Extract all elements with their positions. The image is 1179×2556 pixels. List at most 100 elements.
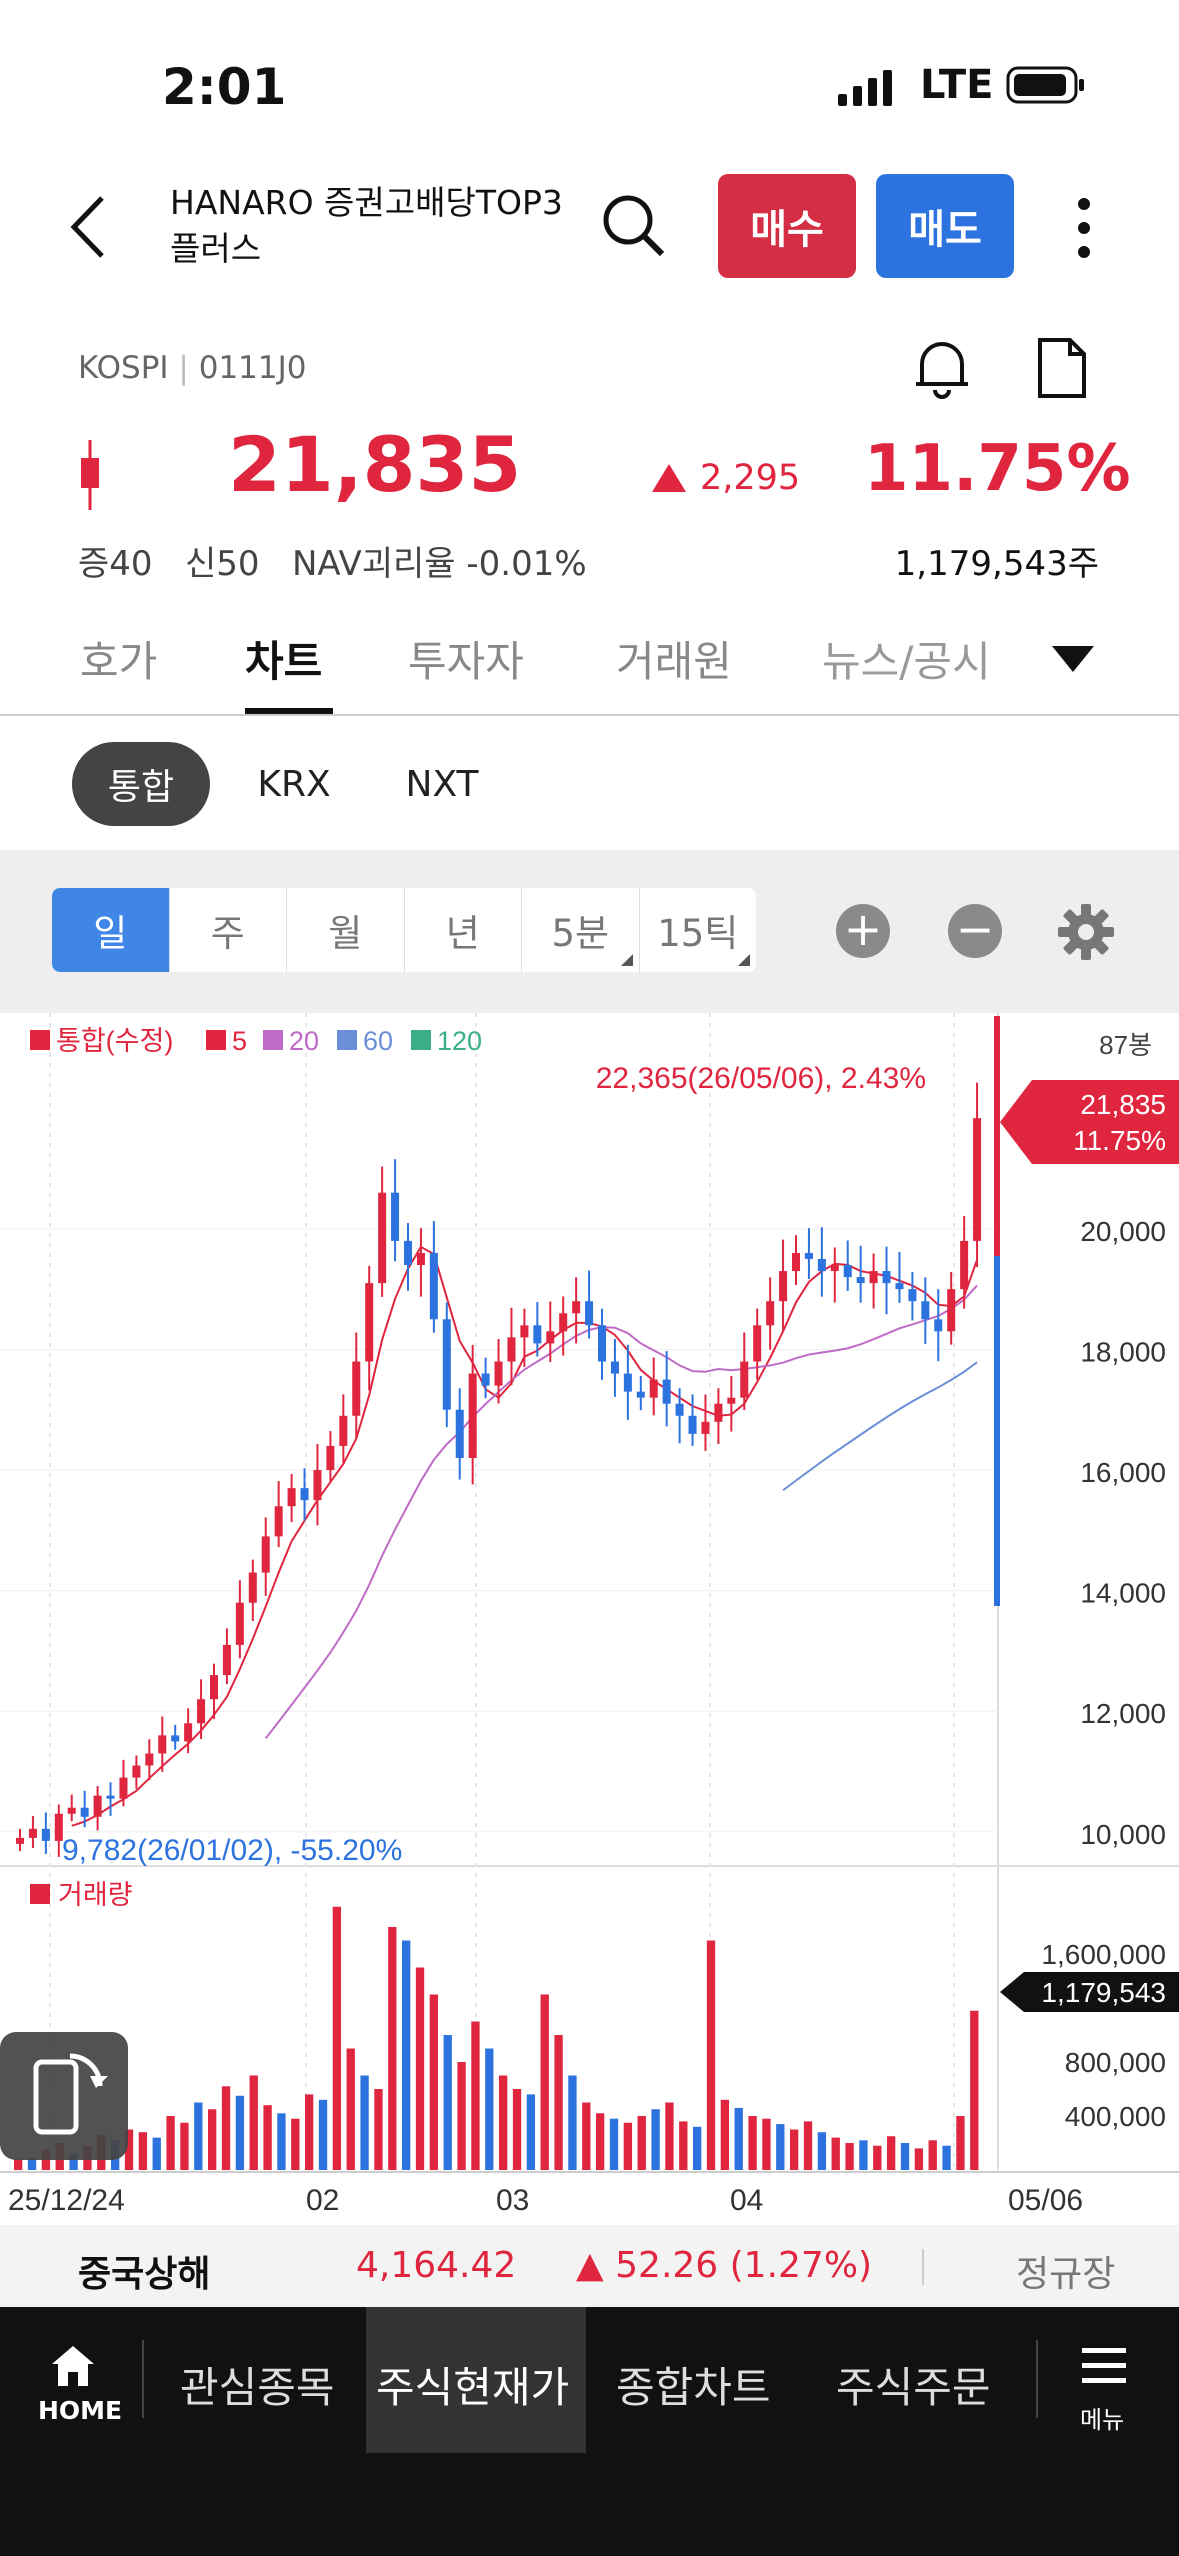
buy-button[interactable]: 매수 xyxy=(718,174,856,278)
price-chart[interactable]: 20,000 18,000 16,000 14,000 12,000 10,000 통합(수… xyxy=(0,1013,1179,2225)
candle-body xyxy=(947,1289,956,1332)
candle-body xyxy=(403,1240,413,1266)
nav-watchlist[interactable]: 관심종목 xyxy=(180,2363,335,2412)
candle-body xyxy=(248,1572,257,1603)
nav-menu-label[interactable]: 메뉴 xyxy=(1080,2406,1125,2434)
credit-rate: 신50 xyxy=(184,544,260,584)
tab-orderbook[interactable]: 호가 xyxy=(80,637,158,686)
price-change: 2,295 xyxy=(700,458,801,498)
candle-body xyxy=(158,1735,167,1754)
candle-body xyxy=(494,1361,503,1386)
volume-bar xyxy=(831,2137,840,2170)
nav-current-price[interactable]: 주식현재가 xyxy=(376,2363,570,2412)
market-label: KOSPI xyxy=(78,350,169,386)
candle-body xyxy=(533,1325,542,1344)
period-week[interactable]: 주 xyxy=(170,888,287,972)
candle-body xyxy=(882,1271,891,1284)
tabs-dropdown-icon[interactable] xyxy=(1052,646,1094,676)
search-icon[interactable] xyxy=(600,192,666,262)
tab-news[interactable]: 뉴스/공시 xyxy=(822,637,991,686)
market-integrated-button[interactable]: 통합 xyxy=(72,742,210,826)
tab-broker[interactable]: 거래원 xyxy=(616,637,732,686)
candle-body xyxy=(145,1753,154,1766)
candle-body xyxy=(662,1379,671,1404)
volume-bar xyxy=(540,1994,549,2170)
sell-button[interactable]: 매도 xyxy=(876,174,1014,278)
tab-investor[interactable]: 투자자 xyxy=(408,637,524,686)
candle-body xyxy=(326,1445,335,1471)
index-change: ▲ 52.26 (1.27%) xyxy=(576,2245,873,2286)
candle-body xyxy=(197,1699,206,1724)
volume-bar xyxy=(609,2118,619,2170)
candle-body xyxy=(585,1301,594,1326)
volume-bar xyxy=(734,2107,743,2170)
rotate-screen-button[interactable] xyxy=(0,2032,128,2160)
candle-body xyxy=(67,1807,76,1814)
legend-label: 120 xyxy=(437,1026,482,1056)
candle-body xyxy=(714,1403,723,1422)
tab-chart[interactable]: 차트 xyxy=(245,637,323,686)
nav-order[interactable]: 주식주문 xyxy=(836,2363,991,2412)
active-tab-indicator xyxy=(245,708,333,714)
trade-volume: 1,179,543주 xyxy=(894,544,1099,584)
session-label: 정규장 xyxy=(1016,2254,1116,2295)
candle-body xyxy=(753,1325,762,1362)
volume-bar xyxy=(762,2118,771,2170)
bar-count-label: 87봉 xyxy=(1099,1030,1152,1060)
x-tick-label: 05/06 xyxy=(1008,2184,1083,2217)
candle-body xyxy=(830,1265,839,1272)
volume-bar xyxy=(166,2116,175,2170)
candle-body xyxy=(843,1265,852,1278)
candle-body xyxy=(352,1361,361,1416)
candle-body xyxy=(171,1735,180,1742)
zoom-in-button[interactable]: + xyxy=(836,904,890,958)
legend-label: 60 xyxy=(363,1026,393,1056)
mini-candle-icon xyxy=(78,440,102,514)
volume-bar xyxy=(817,2132,827,2170)
period-day[interactable]: 일 xyxy=(52,888,170,972)
volume-current-tag xyxy=(1000,1972,1179,2012)
back-icon[interactable] xyxy=(66,192,110,266)
candle-body xyxy=(416,1252,425,1266)
period-month[interactable]: 월 xyxy=(287,888,405,972)
nav-home-label[interactable]: HOME xyxy=(38,2396,123,2425)
axis-panel xyxy=(1000,1013,1179,2225)
volume-bar xyxy=(512,2089,522,2170)
ma20-line xyxy=(264,1284,978,1739)
candle-body xyxy=(804,1252,813,1259)
volume-bar xyxy=(429,1994,439,2170)
sub-info: 증40 신50 NAV괴리율 -0.01% xyxy=(78,536,587,585)
period-5min[interactable]: 5분 xyxy=(522,888,640,972)
index-ticker[interactable] xyxy=(0,2225,1179,2307)
period-15tick[interactable]: 15틱 xyxy=(640,888,757,972)
candle-body xyxy=(856,1277,865,1284)
volume-legend-swatch xyxy=(30,1884,50,1904)
ma60-line xyxy=(782,1361,978,1492)
up-triangle-icon xyxy=(652,464,686,496)
volume-tick-label: 400,000 xyxy=(1065,2101,1166,2132)
document-icon[interactable] xyxy=(1030,336,1094,404)
period-year[interactable]: 년 xyxy=(405,888,522,972)
strip-divider xyxy=(922,2249,924,2285)
candle-body xyxy=(300,1488,309,1501)
market-nxt-button[interactable]: NXT xyxy=(405,763,479,805)
zoom-out-button[interactable]: − xyxy=(948,904,1002,958)
network-label: LTE xyxy=(920,62,994,108)
volume-bar xyxy=(790,2129,799,2170)
market-krx-button[interactable]: KRX xyxy=(257,763,331,805)
x-tick-label: 03 xyxy=(496,2184,529,2217)
volume-bar xyxy=(138,2132,148,2170)
menu-icon[interactable] xyxy=(1082,2348,1126,2388)
volume-bar xyxy=(679,2121,688,2170)
more-icon[interactable] xyxy=(1076,196,1092,264)
volume-bar xyxy=(776,2124,785,2170)
volume-bar xyxy=(471,2021,480,2170)
volume-bar xyxy=(124,2129,134,2170)
bell-icon[interactable] xyxy=(910,336,974,404)
index-value: 4,164.42 xyxy=(356,2245,517,2286)
nav-full-chart[interactable]: 종합차트 xyxy=(616,2363,771,2412)
volume-bar xyxy=(942,2145,951,2170)
candle-body xyxy=(636,1391,645,1398)
settings-gear-icon[interactable] xyxy=(1056,902,1116,966)
home-icon[interactable] xyxy=(50,2344,96,2392)
